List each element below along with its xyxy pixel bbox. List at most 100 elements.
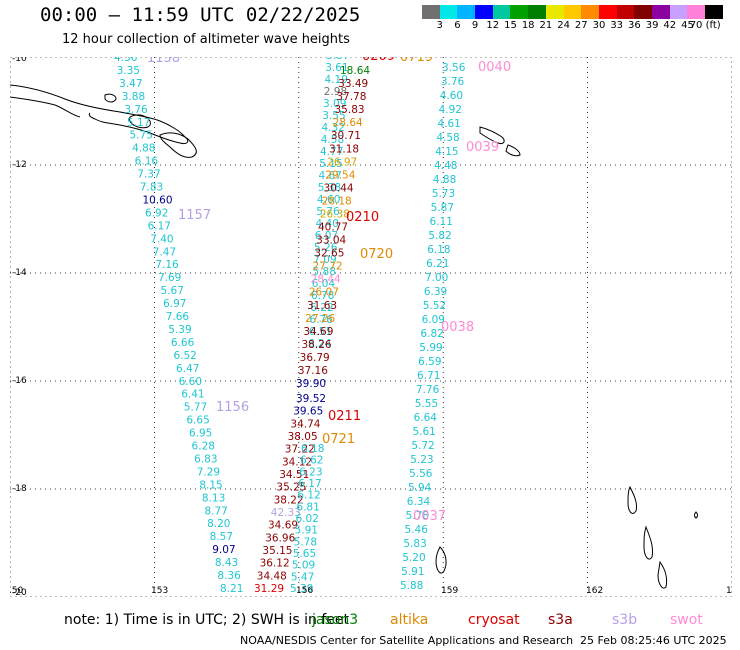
y-tick-label: -18	[12, 484, 27, 494]
wave-height-label: 6.17	[298, 478, 321, 490]
wave-height-label: 4.67	[319, 170, 342, 182]
wave-height-label: 6.18	[301, 443, 324, 455]
wave-height-label: 6.28	[192, 441, 215, 453]
wave-height-label: 35.25	[276, 482, 306, 494]
wave-height-label: 5.87	[431, 202, 454, 214]
pass-time-label: 1158	[147, 57, 180, 66]
wave-height-label: 7.83	[140, 182, 163, 194]
wave-height-label: 4.19	[325, 74, 348, 86]
colorbar-label: 15	[504, 20, 517, 31]
wave-height-label: 5.73	[432, 188, 455, 200]
wave-height-label: 6.82	[420, 328, 443, 340]
wave-height-label: 5.39	[290, 583, 313, 595]
x-tick-label: 150	[10, 586, 23, 596]
wave-height-label: 40.77	[318, 222, 348, 234]
wave-height-label: 6.18	[427, 244, 450, 256]
wave-height-label: 5.77	[184, 402, 207, 414]
wave-height-label: 27.72	[313, 261, 343, 273]
wave-height-label: 28.18	[322, 195, 352, 207]
colorbar-labels: 3 6 9 12 15 18 21 24 27 30 33 36 39 42 45 70 (ft)	[422, 20, 740, 34]
wave-height-label: 5.65	[293, 548, 316, 560]
coastline-island-b	[129, 114, 151, 129]
wave-height-label: 6.62	[300, 455, 323, 467]
pass-time-label: 0721	[322, 432, 355, 447]
colorbar-swatch	[705, 5, 723, 19]
wave-height-label: 8.43	[215, 557, 238, 569]
pass-time-label: 0720	[360, 247, 393, 262]
wave-height-label: 28.44	[311, 274, 341, 286]
wave-height-label: 5.91	[401, 566, 424, 578]
wave-height-label: 6.71	[417, 370, 440, 382]
wave-height-label: 7.09	[313, 254, 336, 266]
wave-height-label: 6.24	[308, 338, 332, 350]
y-tick-label: -20	[12, 588, 27, 597]
wave-height-label: 7.29	[197, 466, 220, 478]
wave-height-label: 27.26	[305, 313, 335, 325]
wave-height-label: 26.38	[320, 208, 350, 220]
wave-height-label: 26.97	[327, 156, 357, 168]
wave-height-label: 35.83	[335, 104, 365, 116]
wave-height-label: 5.47	[291, 571, 314, 583]
wave-height-label: 10.60	[142, 194, 172, 206]
wave-height-label: 5.55	[415, 398, 438, 410]
wave-height-label: 5.56	[409, 468, 433, 480]
legend-item-s3b: s3b	[612, 612, 638, 628]
wave-height-label: 36.79	[300, 352, 330, 364]
wave-height-label: 6.64	[414, 412, 438, 424]
wave-height-label: 5.52	[423, 300, 446, 312]
wave-height-label: 6.97	[163, 298, 186, 310]
wave-height-label: 5.61	[412, 426, 435, 438]
wave-height-label: 4.88	[433, 174, 456, 186]
colorbar-label: 36	[628, 20, 641, 31]
wave-height-label: 6.51	[309, 326, 332, 338]
wave-height-label: 3.09	[323, 98, 346, 110]
wave-height-label: 7.69	[158, 272, 181, 284]
wave-height-label: 28.64	[333, 117, 363, 129]
wave-height-label: 6.81	[296, 501, 319, 513]
colorbar-swatch	[616, 5, 635, 19]
wave-height-label: 3.55	[322, 110, 345, 122]
wave-height-label: 8.21	[220, 583, 243, 595]
colorbar-label: 45	[681, 20, 694, 31]
y-tick-label: -12	[12, 160, 27, 170]
wave-height-label: 5.23	[410, 454, 433, 466]
colorbar-swatch	[598, 5, 617, 19]
footer-credit: NOAA/NESDIS Center for Satellite Applica…	[240, 634, 574, 647]
wave-height-label: 6.21	[426, 258, 449, 270]
wave-height-label: 31.29	[254, 583, 284, 595]
wave-height-label: 34.69	[303, 326, 333, 338]
colorbar-swatch	[651, 5, 670, 19]
wave-height-label: 5.76	[316, 206, 340, 218]
wave-height-label: 6.76	[310, 314, 334, 326]
colorbar-swatch	[510, 5, 529, 19]
colorbar-swatch	[563, 5, 582, 19]
wave-height-label: 38.05	[288, 431, 318, 443]
wave-height-label: 6.04	[312, 278, 336, 290]
wave-height-label: 8.36	[217, 570, 241, 582]
wave-height-label: 6.66	[171, 337, 195, 349]
colorbar-swatch	[475, 5, 493, 19]
legend-item-jason3: jason3	[312, 612, 359, 628]
wave-height-label: 5.99	[419, 342, 442, 354]
wave-height-label: 26.07	[309, 287, 339, 299]
wave-height-label: 5.91	[295, 525, 318, 537]
wave-height-label: 33.49	[338, 78, 368, 90]
coastline-vanuatu-3	[657, 560, 668, 589]
wave-height-label: 37.22	[285, 444, 315, 456]
colorbar-swatch	[669, 5, 688, 19]
wave-height-label: 6.78	[311, 290, 334, 302]
wave-height-label: 5.72	[411, 440, 434, 452]
wave-height-label: 7.16	[155, 259, 179, 271]
wave-height-label: 32.65	[314, 248, 344, 260]
wave-height-label: 6.95	[189, 428, 212, 440]
colorbar-swatch	[687, 5, 705, 19]
colorbar-swatch	[528, 5, 546, 19]
wave-height-label: 5.20	[402, 552, 425, 564]
wave-height-label: 7.37	[137, 169, 160, 181]
wave-height-label: 4.58	[436, 132, 459, 144]
wave-height-label: 35.15	[262, 545, 292, 557]
wave-height-label: 18.64	[340, 65, 370, 77]
wave-height-label: 30.71	[331, 130, 361, 142]
wave-height-label: 3.47	[119, 78, 142, 90]
wave-height-label: 8.20	[207, 518, 230, 530]
